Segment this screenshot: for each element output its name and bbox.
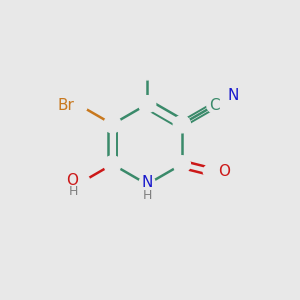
- Circle shape: [140, 66, 154, 80]
- Circle shape: [104, 116, 121, 133]
- Circle shape: [203, 164, 218, 178]
- Circle shape: [173, 156, 190, 173]
- Circle shape: [139, 176, 156, 193]
- Circle shape: [76, 174, 90, 189]
- Circle shape: [104, 156, 121, 173]
- Text: C: C: [209, 98, 219, 113]
- Circle shape: [173, 116, 190, 133]
- Text: N: N: [227, 88, 239, 103]
- Text: H: H: [69, 185, 78, 198]
- Circle shape: [139, 96, 156, 113]
- Text: Br: Br: [58, 98, 74, 113]
- Circle shape: [207, 98, 221, 113]
- Text: H: H: [142, 189, 152, 202]
- Circle shape: [73, 98, 87, 113]
- Text: O: O: [66, 172, 78, 188]
- Text: O: O: [218, 164, 230, 179]
- Text: N: N: [142, 176, 153, 190]
